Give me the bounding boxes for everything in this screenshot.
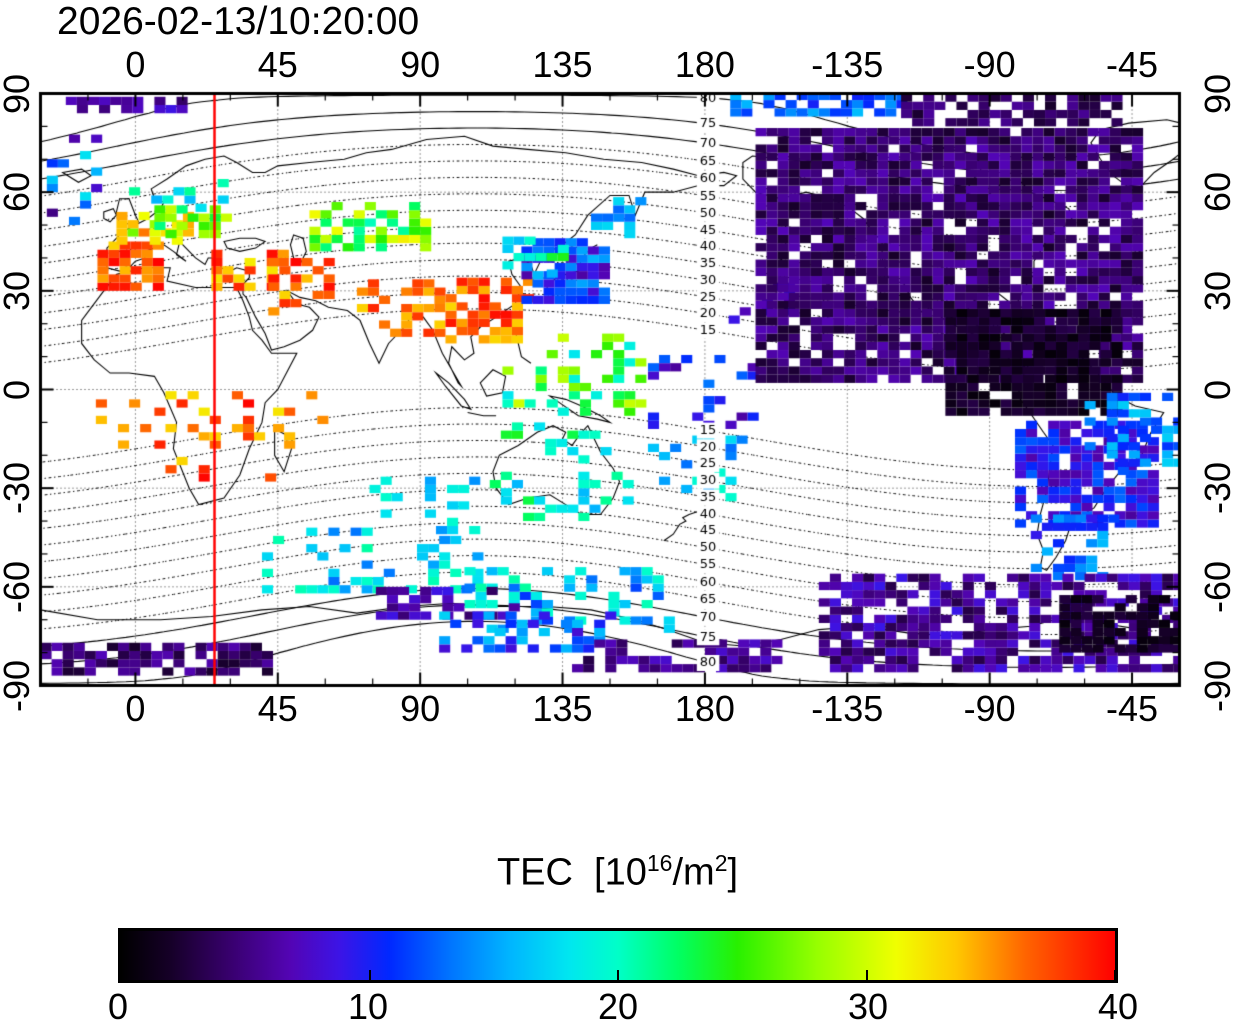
colorbar-tick [368,970,371,980]
lon-tick-label: 45 [257,44,298,85]
lon-tick-label: 135 [532,44,593,85]
colorbar-tick [1114,970,1116,980]
lon-tick-label: -45 [1106,688,1159,729]
colorbar-tick-label: 40 [1097,986,1139,1021]
colorbar-tick-label: 20 [597,986,639,1021]
top-longitude-axis: 0 45 90 135 180 -135 -90 -45 [0,44,1235,86]
colorbar-tick [617,970,619,980]
colorbar-tick-label: 30 [847,986,889,1021]
lon-tick-label: -45 [1106,44,1159,85]
bottom-longitude-axis: 0 45 90 135 180 -135 -90 -45 [0,688,1235,730]
lon-tick-label: 90 [400,44,441,85]
lon-tick-label: 0 [125,44,146,85]
colorbar-title-exponent: 16 [646,850,673,876]
lon-tick-label: -90 [963,688,1016,729]
colorbar-tick-label: 0 [107,986,129,1021]
lon-tick-label: 180 [674,688,735,729]
lon-tick-label: 45 [257,688,298,729]
colorbar-title-prefix: TEC [10 [496,851,647,894]
colorbar-tick [120,970,122,980]
colorbar-tick-label: 10 [347,986,389,1021]
colorbar-tick-labels: 0 10 20 30 40 [0,986,1235,1021]
lon-tick-label: -90 [963,44,1016,85]
timestamp-title: 2026-02-13/10:20:00 [57,0,420,43]
lon-tick-label: 90 [400,688,441,729]
colorbar [118,928,1118,983]
colorbar-title: TEC [1016/m2] [0,850,1235,895]
colorbar-title-mid: /m [672,851,715,894]
colorbar-title-suffix: ] [727,851,739,894]
colorbar-title-exponent2: 2 [714,850,728,876]
lon-tick-label: 0 [125,688,146,729]
colorbar-tick [865,970,868,980]
lon-tick-label: 135 [532,688,593,729]
lon-tick-label: -135 [811,44,884,85]
lon-tick-label: 180 [674,44,735,85]
lon-tick-label: -135 [811,688,884,729]
